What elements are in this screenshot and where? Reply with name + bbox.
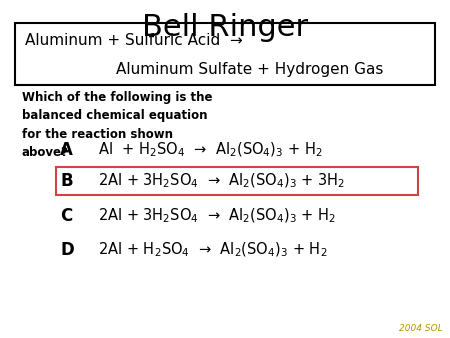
Text: D: D	[60, 241, 74, 259]
Text: 2Al + 3H$_2$SO$_4$  →  Al$_2$(SO$_4$)$_3$ + 3H$_2$: 2Al + 3H$_2$SO$_4$ → Al$_2$(SO$_4$)$_3$ …	[98, 172, 345, 190]
Text: A: A	[60, 141, 73, 159]
FancyBboxPatch shape	[15, 23, 435, 85]
Text: 2Al + H$_2$SO$_4$  →  Al$_2$(SO$_4$)$_3$ + H$_2$: 2Al + H$_2$SO$_4$ → Al$_2$(SO$_4$)$_3$ +…	[98, 241, 328, 259]
Text: 2004 SOL: 2004 SOL	[399, 324, 443, 333]
Text: Al  + H$_2$SO$_4$  →  Al$_2$(SO$_4$)$_3$ + H$_2$: Al + H$_2$SO$_4$ → Al$_2$(SO$_4$)$_3$ + …	[98, 141, 323, 159]
Text: B: B	[60, 172, 72, 190]
Text: Aluminum Sulfate + Hydrogen Gas: Aluminum Sulfate + Hydrogen Gas	[116, 62, 384, 77]
Text: Bell Ringer: Bell Ringer	[142, 13, 308, 42]
Text: C: C	[60, 207, 72, 225]
Text: Which of the following is the
balanced chemical equation
for the reaction shown
: Which of the following is the balanced c…	[22, 91, 212, 160]
FancyBboxPatch shape	[56, 167, 418, 195]
Text: Aluminum + Sulfuric Acid  →: Aluminum + Sulfuric Acid →	[25, 33, 243, 48]
Text: 2Al + 3H$_2$SO$_4$  →  Al$_2$(SO$_4$)$_3$ + H$_2$: 2Al + 3H$_2$SO$_4$ → Al$_2$(SO$_4$)$_3$ …	[98, 207, 336, 225]
